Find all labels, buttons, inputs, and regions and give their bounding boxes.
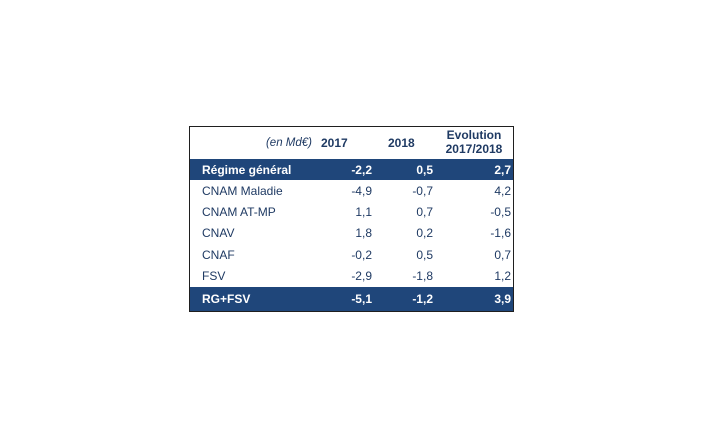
value-2018: 0,5 (416, 163, 433, 177)
column-header-2017: 2017 (321, 136, 348, 150)
table-row: FSV -2,9 -1,8 1,2 (190, 265, 513, 287)
value-evolution: 2,7 (494, 163, 511, 177)
value-evolution: 4,2 (494, 184, 511, 198)
value-evolution: 1,2 (494, 269, 511, 283)
value-2017: 1,8 (355, 226, 372, 240)
evolution-header-line2: 2017/2018 (445, 142, 503, 156)
value-evolution: 0,7 (494, 248, 511, 262)
value-2017: 1,1 (355, 205, 372, 219)
unit-label: (en Md€) (265, 137, 312, 149)
value-2017: -4,9 (351, 184, 372, 198)
table-row-total: Régime général -2,2 0,5 2,7 (190, 159, 513, 180)
row-label: Régime général (202, 163, 292, 177)
value-evolution: 3,9 (494, 292, 511, 306)
value-2018: -1,8 (412, 269, 433, 283)
row-label: FSV (202, 269, 226, 283)
value-2018: 0,7 (416, 205, 433, 219)
column-header-2018: 2018 (388, 136, 415, 150)
row-label: CNAM Maladie (202, 184, 283, 198)
value-evolution: -1,6 (490, 226, 511, 240)
value-2017: -2,9 (351, 269, 372, 283)
column-header-evolution: Evolution 2017/2018 (437, 128, 511, 156)
table-row: CNAF -0,2 0,5 0,7 (190, 244, 513, 265)
value-2017: -0,2 (351, 248, 372, 262)
balance-table: (en Md€) 2017 2018 Evolution 2017/2018 R… (189, 126, 514, 312)
row-label: CNAM AT-MP (202, 205, 276, 219)
value-2017: -2,2 (351, 163, 372, 177)
row-label: RG+FSV (202, 292, 251, 306)
value-2018: 0,2 (416, 226, 433, 240)
table-row: CNAV 1,8 0,2 -1,6 (190, 222, 513, 244)
value-2018: -0,7 (412, 184, 433, 198)
table-row: CNAM Maladie -4,9 -0,7 4,2 (190, 180, 513, 201)
value-2018: -1,2 (412, 292, 433, 306)
table-row-total: RG+FSV -5,1 -1,2 3,9 (190, 287, 513, 311)
value-2017: -5,1 (351, 292, 372, 306)
value-2018: 0,5 (416, 248, 433, 262)
row-label: CNAV (202, 226, 235, 240)
table-row: CNAM AT-MP 1,1 0,7 -0,5 (190, 201, 513, 222)
table-header: (en Md€) 2017 2018 Evolution 2017/2018 (190, 127, 513, 158)
row-label: CNAF (202, 248, 235, 262)
evolution-header-line1: Evolution (446, 128, 502, 142)
value-evolution: -0,5 (490, 205, 511, 219)
